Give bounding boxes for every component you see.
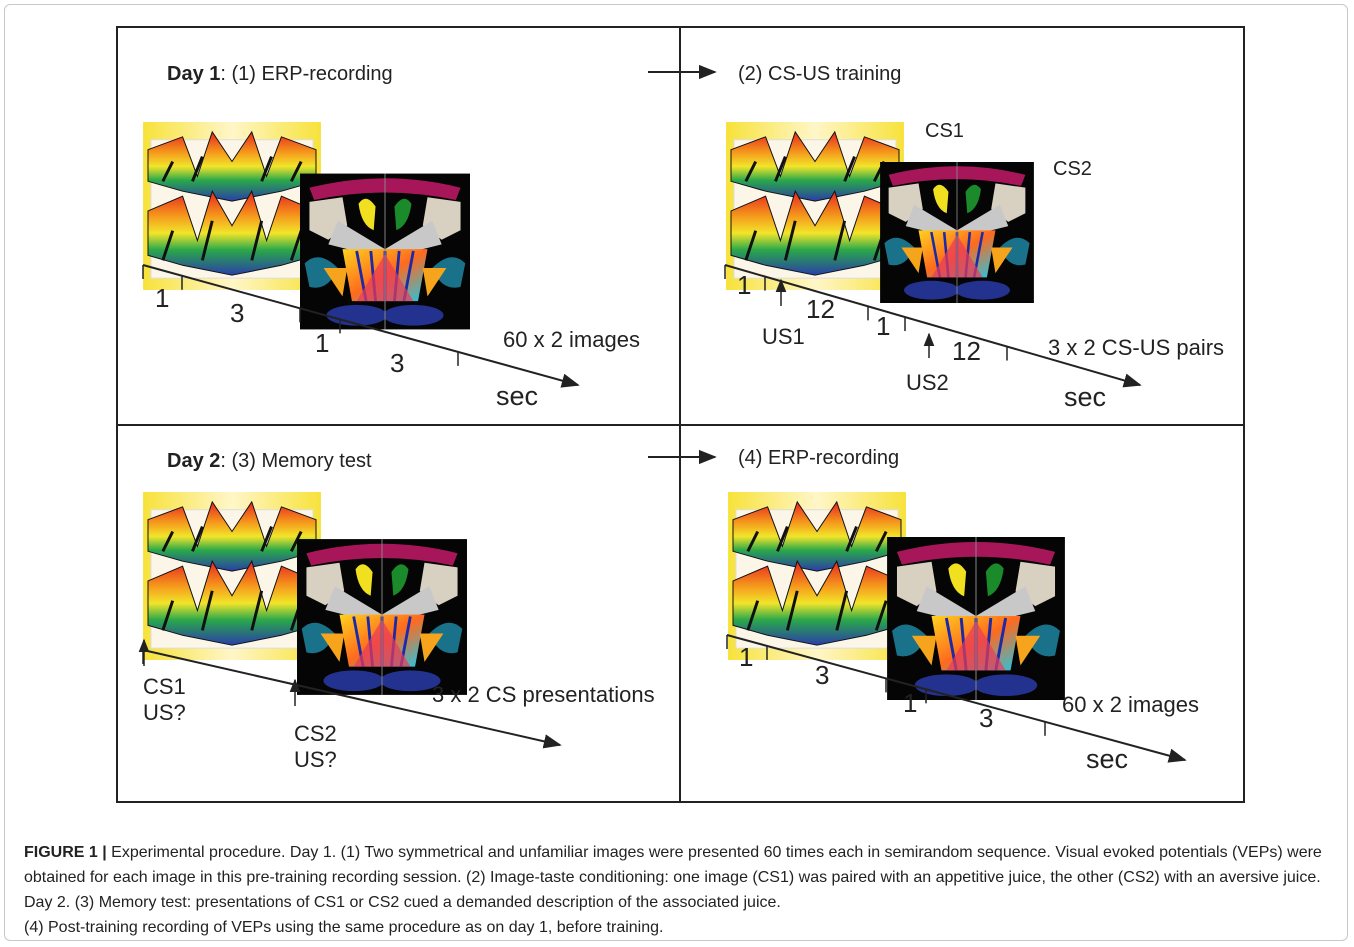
image: [728, 492, 906, 660]
time-label: 1: [903, 688, 917, 718]
event-label: US?: [143, 700, 186, 725]
note: 60 x 2 images: [503, 327, 640, 352]
time-label: 3: [230, 298, 244, 328]
image-label: CS1: [925, 120, 964, 142]
day-label: Day 1: [167, 63, 220, 85]
event-label: US1: [762, 324, 805, 349]
time-label: 1: [155, 283, 169, 313]
caption-text: Experimental procedure. Day 1. (1) Two s…: [24, 844, 1322, 911]
image: [880, 162, 1034, 303]
time-label: 12: [806, 294, 835, 324]
day-label: Day 2: [167, 450, 220, 472]
caption: FIGURE 1 | Experimental procedure. Day 1…: [24, 840, 1324, 940]
unit: sec: [1086, 744, 1128, 774]
unit: sec: [1064, 382, 1106, 412]
image: [726, 122, 904, 290]
image: [143, 122, 321, 290]
note: 60 x 2 images: [1062, 692, 1199, 717]
image: [887, 537, 1065, 700]
caption-label: FIGURE 1 |: [24, 844, 107, 861]
event-label: CS1: [143, 674, 186, 699]
image: [143, 492, 321, 660]
panel-title: (2) CS-US training: [738, 63, 901, 85]
page: Day 1: (1) ERP-recording 1 3 1 3 60 x 2 …: [0, 0, 1354, 947]
time-label: 1: [315, 328, 329, 358]
event-label: US?: [294, 747, 337, 772]
image-label: CS2: [1053, 158, 1092, 180]
panel-title: Day 1: (1) ERP-recording: [167, 63, 393, 85]
unit: sec: [496, 381, 538, 411]
time-label: 1: [737, 270, 751, 300]
figure: Day 1: (1) ERP-recording 1 3 1 3 60 x 2 …: [0, 0, 1354, 830]
event-label: CS2: [294, 721, 337, 746]
panel-title: (4) ERP-recording: [738, 447, 899, 469]
image: [300, 174, 470, 330]
time-label: 3: [815, 660, 829, 690]
caption-paragraph: FIGURE 1 | Experimental procedure. Day 1…: [24, 840, 1324, 915]
note: 3 x 2 CS-US pairs: [1048, 335, 1224, 360]
note: 3 x 2 CS presentations: [432, 682, 655, 707]
step-label: : (3) Memory test: [220, 450, 372, 472]
caption-text: (4) Post-training recording of VEPs usin…: [24, 915, 1324, 940]
step-label: : (1) ERP-recording: [220, 63, 392, 85]
time-label: 3: [390, 348, 404, 378]
time-label: 12: [952, 336, 981, 366]
time-label: 1: [739, 642, 753, 672]
panel-title: Day 2: (3) Memory test: [167, 450, 372, 472]
time-label: 1: [876, 311, 890, 341]
event-label: US2: [906, 370, 949, 395]
image: [297, 539, 467, 695]
